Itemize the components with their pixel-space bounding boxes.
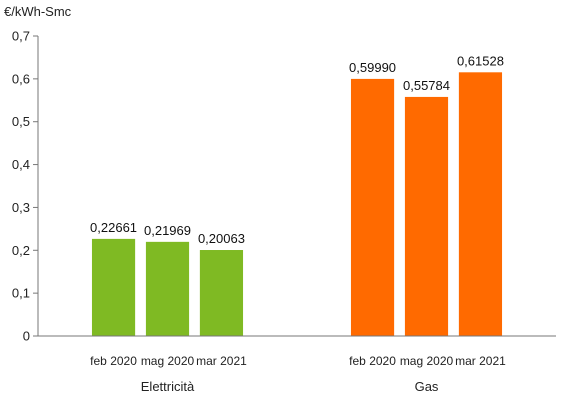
bar-value-label: 0,59990 — [349, 60, 396, 75]
bar — [404, 96, 449, 336]
x-category-label: feb 2020 — [90, 354, 137, 368]
bar-value-label: 0,21969 — [144, 223, 191, 238]
y-axis-unit-label: €/kWh-Smc — [4, 4, 72, 19]
x-category-label: feb 2020 — [349, 354, 396, 368]
bar-value-label: 0,22661 — [90, 220, 137, 235]
x-category-label: mag 2020 — [400, 354, 454, 368]
y-tick-label: 0,1 — [12, 286, 30, 301]
y-tick-label: 0,2 — [12, 243, 30, 258]
y-axis: 0 0,1 0,2 0,3 0,4 0,5 0,6 0,7 — [12, 29, 39, 344]
bar-value-label: 0,55784 — [403, 78, 450, 93]
bar-value-label: 0,20063 — [198, 231, 245, 246]
y-tick-label: 0 — [23, 329, 30, 344]
bar — [145, 241, 190, 336]
x-group-label: Elettricità — [141, 379, 195, 394]
x-group-label: Gas — [415, 379, 439, 394]
y-tick-label: 0,6 — [12, 71, 30, 86]
bar — [91, 238, 136, 336]
bar-value-label: 0,61528 — [457, 53, 504, 68]
x-category-label: mag 2020 — [141, 354, 195, 368]
bar — [458, 72, 503, 337]
y-tick-label: 0,3 — [12, 200, 30, 215]
y-tick-label: 0,5 — [12, 114, 30, 129]
bars — [91, 72, 503, 337]
x-category-label: mar 2021 — [455, 354, 506, 368]
y-tick-label: 0,4 — [12, 157, 30, 172]
bar — [199, 250, 244, 336]
value-labels: 0,22661 0,21969 0,20063 0,59990 0,55784 0,615… — [90, 53, 504, 246]
x-category-label: mar 2021 — [196, 354, 247, 368]
bar — [350, 78, 395, 337]
y-tick-label: 0,7 — [12, 29, 30, 44]
